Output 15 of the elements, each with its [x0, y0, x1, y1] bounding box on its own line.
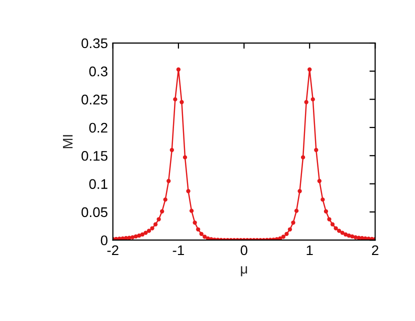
y-axis-title: MI: [62, 135, 73, 148]
y-tick-label: 0.35: [82, 38, 108, 48]
x-tick-label: 0: [240, 245, 248, 256]
x-tick-label: -1: [172, 245, 184, 256]
y-tick-label: 0.25: [82, 94, 108, 104]
y-tick-label: 0: [100, 235, 108, 246]
y-tick-label: 0.1: [89, 179, 108, 189]
y-tick-label: 0.3: [89, 66, 108, 76]
x-tick-label: 1: [306, 245, 313, 256]
y-tick-label: 0.15: [82, 150, 108, 161]
y-tick-label: 0.2: [89, 122, 108, 133]
x-tick-label: 2: [372, 245, 378, 256]
y-tick-label: 0.05: [82, 207, 108, 218]
x-tick-label: -2: [107, 245, 118, 256]
x-axis-title: μ: [240, 266, 248, 276]
